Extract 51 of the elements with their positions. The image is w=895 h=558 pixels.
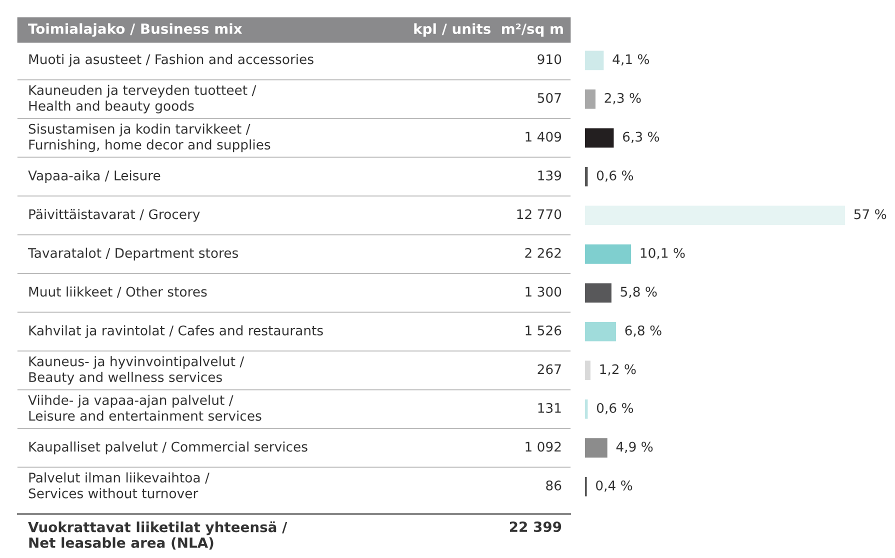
text: 22 399 [510, 522, 562, 532]
bar [585, 128, 614, 148]
y-tick-label: Tavaratalot / Department stores [28, 248, 238, 261]
bar [585, 89, 596, 109]
bar [585, 438, 608, 458]
data-label: 6,3 % [622, 132, 660, 144]
bar [585, 206, 845, 226]
data-label: 4,9 % [616, 442, 653, 454]
text: 1 092 [526, 442, 561, 452]
text: 2 262 [525, 248, 561, 258]
data-label: 0,6 % [596, 170, 634, 182]
text: 507 [538, 92, 561, 103]
data-label: 4,1 % [612, 54, 650, 66]
y-tick-label: Kaupalliset palvelut / Commercial services [29, 441, 308, 454]
text: Toimialajako / Business mix [28, 23, 242, 37]
y-tick-label: Palvelut ilman liikevaihtoa / Services without turnover [28, 472, 210, 498]
y-tick-label: Sisustamisen ja kodin tarvikkeet / Furnishing, home decor and supplies [28, 124, 270, 152]
data-label: 0,6 % [596, 402, 634, 414]
text: 1 526 [526, 325, 562, 336]
y-tick-label: Kauneus- ja hyvinvointipalvelut / Beauty and wellness services [29, 356, 244, 385]
bar [585, 244, 632, 264]
text: 86 [546, 480, 562, 490]
bar [585, 399, 588, 419]
y-tick-label: Kauneuden ja terveyden tuotteet / Health and beauty goods [29, 84, 256, 114]
data-label: 0,4 % [596, 480, 632, 492]
y-tick-label: Päivittäistavarat / Grocery [29, 208, 200, 222]
text: 12 770 [517, 209, 562, 220]
data-label: 5,8 % [620, 286, 657, 298]
text: 139 [538, 170, 562, 180]
text: 131 [538, 402, 561, 413]
text: 910 [538, 54, 562, 64]
data-label: 2,3 % [604, 92, 641, 104]
data-label: 1,2 % [600, 364, 636, 376]
data-label: 57 % [854, 209, 886, 220]
bar [585, 322, 616, 342]
text: 1 300 [526, 286, 562, 297]
data-label: 6,8 % [625, 325, 662, 337]
y-tick-label: Viihde- ja vapaa-ajan palvelut / Leisure and entertainment services [28, 394, 262, 421]
y-tick-label: Vapaa-aika / Leisure [28, 170, 160, 184]
text: Vuokrattavat liiketilat yhteensä / Net leasable area (NLA) [28, 521, 288, 550]
text: 267 [538, 364, 561, 374]
bar [585, 166, 588, 186]
text: kpl / units m²/sq m [414, 23, 563, 37]
y-tick-label: Muut liikkeet / Other stores [29, 286, 207, 298]
y-tick-label: Muoti ja asusteet / Fashion and accessories [29, 54, 314, 67]
bar [585, 50, 604, 70]
bar [585, 283, 612, 303]
y-tick-label: Kahvilat ja ravintolat / Cafes and restaurants [29, 325, 323, 338]
data-label: 10,1 % [640, 248, 685, 260]
bar [585, 360, 590, 380]
text: 1 409 [526, 132, 562, 142]
